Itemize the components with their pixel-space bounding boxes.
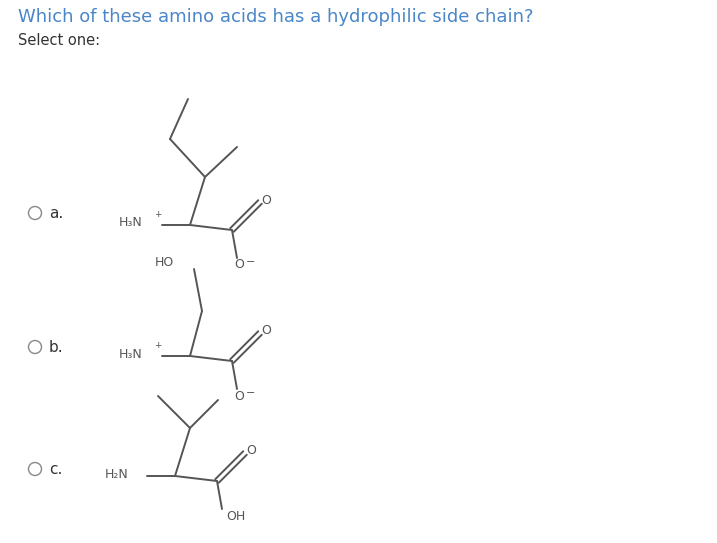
Text: +: + [154,341,161,350]
Text: c.: c. [49,462,62,477]
Text: O: O [261,325,271,338]
Text: −: − [246,257,255,267]
Text: H₃N: H₃N [118,348,142,361]
Text: a.: a. [49,205,63,220]
Text: OH: OH [226,510,245,523]
Text: H₂N: H₂N [105,468,129,481]
Text: O: O [246,445,256,458]
Text: O: O [234,389,244,402]
Text: H₃N: H₃N [118,217,142,230]
Text: O: O [234,258,244,272]
Text: O: O [261,193,271,206]
Text: Which of these amino acids has a hydrophilic side chain?: Which of these amino acids has a hydroph… [18,8,533,26]
Text: −: − [246,388,255,398]
Text: b.: b. [49,339,63,355]
Text: +: + [154,210,161,219]
Text: Select one:: Select one: [18,33,100,48]
Text: HO: HO [155,256,174,268]
